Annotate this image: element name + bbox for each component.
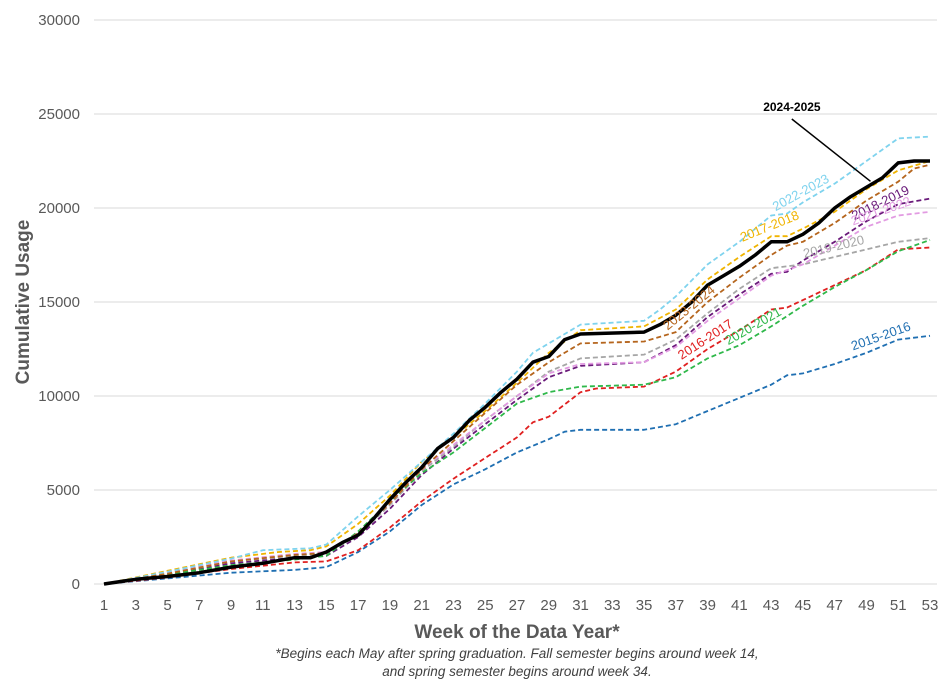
x-tick-label: 47 [826, 597, 843, 614]
series-label-2024-2025: 2024-2025 [763, 100, 821, 114]
y-tick-label: 0 [72, 576, 80, 593]
series-label-2023-2024: 2023-2024 [660, 282, 718, 333]
x-tick-label: 1 [100, 597, 108, 614]
x-tick-label: 41 [731, 597, 748, 614]
x-tick-label: 49 [858, 597, 875, 614]
series-label-2015-2016: 2015-2016 [849, 318, 913, 353]
x-tick-label: 31 [572, 597, 589, 614]
gridlines [94, 19, 937, 491]
x-tick-label: 3 [132, 597, 140, 614]
y-tick-labels: 0 5000 10000 15000 20000 25000 30000 [38, 12, 80, 593]
x-tick-label: 53 [922, 597, 939, 614]
x-tick-labels: 1 3 5 7 9 11 13 15 17 19 21 23 25 27 29 31 33 35 37 39 41 43 4… [100, 597, 939, 614]
x-tick-label: 51 [890, 597, 907, 614]
x-tick-label: 29 [540, 597, 557, 614]
x-axis-title: Week of the Data Year* [414, 622, 620, 643]
x-tick-label: 19 [382, 597, 399, 614]
x-axis: 1 3 5 7 9 11 13 15 17 19 21 23 25 27 29 31 33 35 37 39 41 43 4… [94, 583, 939, 614]
series-line-2024-2025 [103, 159, 930, 586]
x-tick-label: 5 [163, 597, 171, 614]
x-tick-label: 23 [445, 597, 462, 614]
x-tick-label: 17 [350, 597, 367, 614]
y-tick-label: 20000 [38, 200, 80, 217]
y-tick-label: 30000 [38, 12, 80, 29]
footnote-line-2: and spring semester begins around week 3… [382, 664, 651, 679]
x-tick-label: 9 [227, 597, 235, 614]
footnote-line-1: *Begins each May after spring graduation… [275, 646, 758, 661]
series-line-2016-2017 [103, 246, 931, 585]
highlight-leader-line [791, 118, 871, 182]
y-tick-label: 10000 [38, 388, 80, 405]
y-axis-title: Cumulative Usage [13, 220, 34, 385]
x-tick-label: 35 [636, 597, 653, 614]
x-tick-label: 25 [477, 597, 494, 614]
series-labels: 2015-20162016-20172017-20182018-20192019… [660, 100, 913, 362]
x-tick-label: 11 [255, 597, 271, 614]
x-tick-label: 43 [763, 597, 780, 614]
x-tick-label: 39 [699, 597, 716, 614]
x-tick-label: 15 [318, 597, 335, 614]
x-tick-label: 27 [509, 597, 526, 614]
series-line-2022-2023 [103, 135, 931, 585]
series-line-2015-2016 [103, 334, 931, 585]
series-line-2021-2022 [103, 210, 931, 585]
x-tick-label: 45 [795, 597, 812, 614]
x-tick-label: 13 [286, 597, 303, 614]
y-tick-label: 15000 [38, 294, 80, 311]
y-tick-label: 25000 [38, 106, 80, 123]
x-tick-label: 7 [195, 597, 203, 614]
x-tick-label: 21 [413, 597, 430, 614]
series-lines [103, 135, 931, 586]
series-line-2019-2020 [103, 237, 931, 585]
y-tick-label: 5000 [47, 482, 80, 499]
series-line-2017-2018 [103, 160, 931, 585]
x-tick-label: 37 [668, 597, 685, 614]
x-tick-label: 33 [604, 597, 621, 614]
series-line-2020-2021 [103, 239, 931, 585]
